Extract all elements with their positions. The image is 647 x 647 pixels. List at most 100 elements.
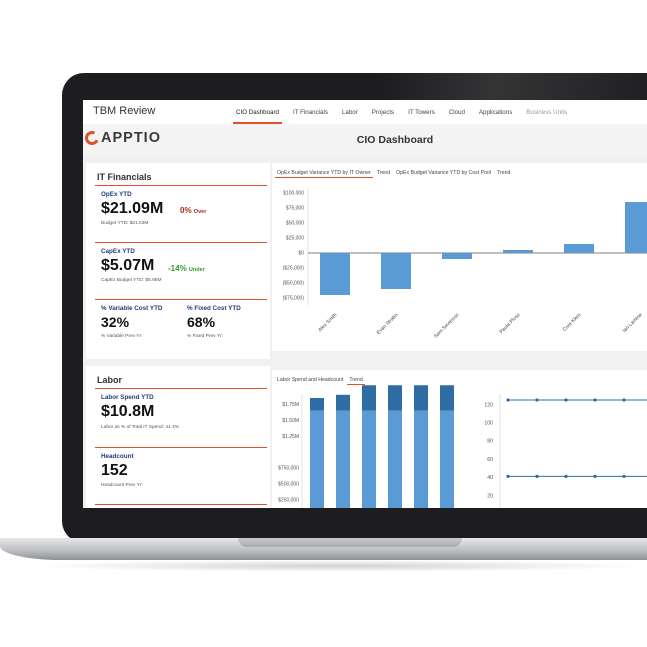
data-point	[622, 474, 626, 478]
x-tick-label: Sam Severson	[433, 312, 461, 340]
bar-segment-top	[362, 385, 376, 411]
data-point	[593, 398, 597, 402]
variable-cost-prev: % Variable Prev Yr:	[101, 334, 143, 339]
bar-segment-top	[310, 398, 324, 411]
headcount-prev: Headcount Prev Yr:	[101, 483, 143, 488]
bar-segment-top	[336, 394, 350, 411]
tab-business-units[interactable]: Business Units	[526, 109, 568, 116]
tab-trend[interactable]: Trend	[346, 374, 366, 385]
labor-chart-panel: Labor Spend and Headcount Trend $1.75M $1…	[272, 370, 647, 508]
x-tick-label: Alex Smith	[317, 312, 338, 333]
kpi-divider	[95, 299, 267, 300]
y-tick-label: 120	[484, 402, 493, 408]
data-point	[564, 474, 568, 478]
logo-text: APPTIO	[101, 130, 161, 146]
bar	[625, 202, 647, 253]
labor-spend-label: Labor Spend YTD	[101, 394, 154, 401]
bar	[381, 253, 411, 289]
opex-variance-word: Over	[193, 209, 207, 215]
dashboard-header: APPTIO CIO Dashboard	[83, 124, 647, 156]
y-tick-label: 60	[487, 457, 493, 463]
tab-labor-spend-headcount[interactable]: Labor Spend and Headcount	[277, 377, 344, 383]
x-tick-label: Ian Lamina	[622, 312, 644, 334]
section-divider	[95, 185, 267, 186]
chart-tabs: Labor Spend and Headcount Trend	[274, 374, 366, 385]
labor-spend-value: $10.8M	[101, 403, 155, 420]
y-tick-label: $500,000	[278, 482, 299, 488]
y-tick-label: $750,000	[278, 466, 299, 472]
x-tick-label: Paula Ploss	[498, 312, 521, 335]
y-tick-label: $0	[298, 251, 304, 257]
y-tick-label: ($50,000)	[283, 281, 305, 287]
variable-cost-value: 32%	[101, 314, 130, 330]
capex-variance-word: Under	[188, 267, 205, 273]
y-tick-label: $25,000	[286, 236, 304, 242]
bar-segment-top	[388, 385, 402, 411]
headcount-value: 152	[101, 462, 128, 479]
nav-tabs: CIO Dashboard IT Financials Labor Projec…	[229, 100, 574, 124]
y-tick-label: $50,000	[286, 221, 304, 227]
opex-variance: 0% Over	[180, 206, 206, 215]
tab-cio-dashboard[interactable]: CIO Dashboard	[229, 100, 286, 124]
x-tick-label: Cora Klein	[562, 312, 583, 333]
laptop-notch	[238, 538, 462, 547]
tab-it-towers[interactable]: IT Towers	[408, 109, 435, 116]
capex-label: CapEx YTD	[101, 248, 135, 255]
capex-variance: -14% Under	[168, 264, 205, 273]
kpi-divider	[95, 447, 267, 448]
chart-tabs: OpEx Budget Variance YTD by IT Owner Tre…	[274, 167, 513, 178]
y-tick-label: 40	[487, 475, 493, 481]
capex-value: $5.07M	[101, 257, 155, 274]
y-tick-label: $1.25M	[282, 434, 299, 440]
kpi-divider	[95, 242, 267, 243]
labor-spend-chart: $1.75M $1.50M $1.25M $750,000 $500,000 $250,0…	[278, 385, 454, 508]
bar-segment-base	[440, 410, 454, 508]
laptop-shadow	[30, 560, 647, 572]
fixed-cost-prev: % Fixed Prev Yr:	[187, 334, 223, 339]
capex-variance-value: -14%	[168, 264, 187, 273]
bar-segment-base	[414, 410, 428, 508]
bar-segment-top	[414, 385, 428, 411]
tab-projects[interactable]: Projects	[371, 109, 395, 116]
it-financials-panel: IT Financials OpEx YTD $21.09M 0% Over B…	[86, 163, 270, 359]
tab-labor[interactable]: Labor	[341, 109, 358, 116]
opex-variance-value: 0%	[180, 206, 192, 215]
laptop-base	[0, 538, 647, 560]
y-tick-label: ($75,000)	[283, 296, 305, 302]
x-tick-label: Evan Strabo	[376, 312, 400, 336]
top-bar: TBM Review CIO Dashboard IT Financials L…	[83, 100, 647, 125]
y-tick-label: $1.50M	[282, 418, 299, 424]
section-title-labor: Labor	[97, 375, 123, 385]
kpi-divider	[95, 504, 267, 505]
tab-opex-by-owner[interactable]: OpEx Budget Variance YTD by IT Owner	[274, 167, 374, 178]
bar-segment-top	[440, 385, 454, 411]
y-tick-label: 20	[487, 493, 493, 499]
section-title-it-financials: IT Financials	[97, 172, 152, 182]
data-point	[506, 398, 510, 402]
tab-trend[interactable]: Trend	[497, 170, 511, 176]
app-title: TBM Review	[93, 105, 156, 117]
tab-it-financials[interactable]: IT Financials	[293, 109, 328, 116]
opex-value: $21.09M	[101, 200, 164, 217]
y-tick-label: $250,000	[278, 498, 299, 504]
variable-cost-label: % Variable Cost YTD	[101, 305, 163, 312]
data-point	[535, 398, 539, 402]
capex-budget: CapEx Budget YTD: $5.95M	[101, 278, 162, 283]
bar	[320, 253, 350, 295]
y-tick-label: $75,000	[286, 206, 304, 212]
opex-label: OpEx YTD	[101, 191, 132, 198]
tab-trend[interactable]: Trend	[376, 170, 391, 176]
y-tick-label: 80	[487, 439, 493, 445]
tab-applications[interactable]: Applications	[478, 109, 513, 116]
bar-segment-base	[336, 410, 350, 508]
bar	[442, 253, 472, 259]
y-tick-label: $100,000	[283, 191, 304, 197]
labor-spend-pct: Labor as % of Total IT Spend: 41.3%	[101, 425, 179, 430]
page-title: CIO Dashboard	[356, 134, 434, 146]
opex-budget: Budget YTD: $21.03M	[101, 221, 149, 226]
data-point	[593, 474, 597, 478]
bar-segment-base	[310, 410, 324, 508]
bar-segment-base	[388, 410, 402, 508]
tab-opex-by-cost-pool[interactable]: OpEx Budget Variance YTD by Cost Pool	[396, 170, 492, 176]
tab-cloud[interactable]: Cloud	[448, 109, 465, 116]
